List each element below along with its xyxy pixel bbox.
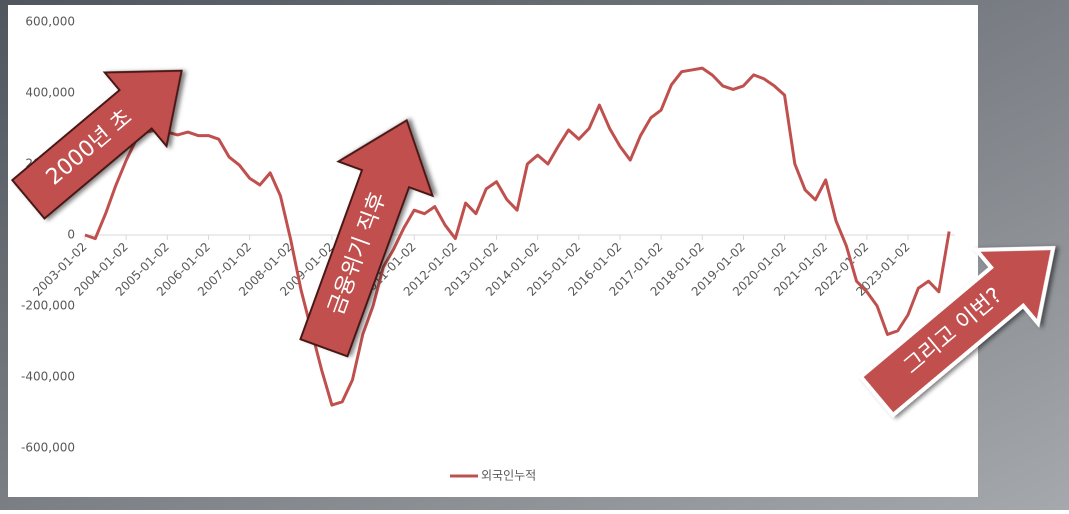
legend-label: 외국인누적 — [481, 469, 536, 483]
y-tick-label: -200,000 — [21, 299, 75, 313]
arrow-shape — [10, 69, 183, 220]
arrow-shape — [299, 118, 435, 358]
legend: 외국인누적 — [450, 469, 536, 483]
y-tick-label: 0 — [67, 228, 75, 242]
y-tick-label: 600,000 — [25, 15, 75, 29]
data-line — [84, 66, 951, 407]
y-tick-label: 400,000 — [25, 86, 75, 100]
arrow-shape — [858, 246, 1056, 418]
y-tick-label: -400,000 — [21, 370, 75, 384]
y-tick-label: -600,000 — [21, 441, 75, 455]
